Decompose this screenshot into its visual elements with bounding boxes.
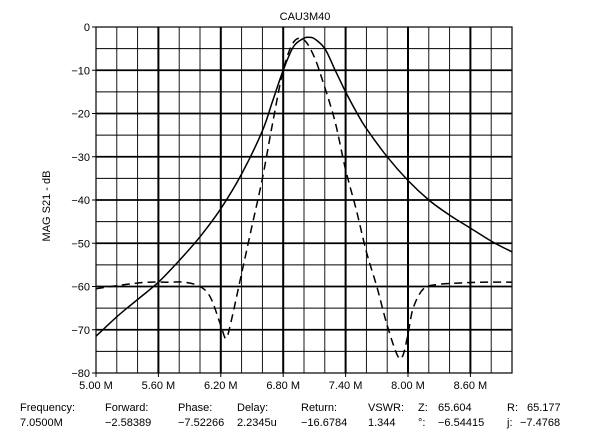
x-tick-label: 8.60 M	[454, 380, 488, 392]
r-value: 65.177	[527, 402, 561, 414]
z-label: Z:	[418, 402, 428, 414]
chart-title: CAU3M40	[280, 11, 331, 23]
z-value: 65.604	[438, 402, 472, 414]
x-tick-label: 8.00 M	[391, 380, 425, 392]
r-label: R:	[507, 402, 518, 414]
frequency-label: Frequency:	[20, 402, 76, 414]
phase-value: −7.52266	[178, 417, 225, 429]
y-tick-label: −20	[71, 109, 90, 121]
forward-value: −2.58389	[105, 417, 152, 429]
vswr-value: 1.344	[368, 417, 396, 429]
j-value: −7.4768	[520, 417, 561, 429]
solid-response-line	[95, 36, 513, 337]
x-tick-label: 5.60 M	[142, 380, 176, 392]
return-value: −16.6784	[301, 417, 348, 429]
series-group	[95, 36, 513, 360]
x-tick-label: 6.80 M	[266, 380, 300, 392]
grid	[96, 27, 512, 373]
dashed-response-line	[95, 37, 513, 360]
forward-label: Forward:	[105, 402, 149, 414]
frequency-value: 7.0500M	[20, 417, 63, 429]
vswr-label: VSWR:	[368, 402, 405, 414]
return-label: Return:	[301, 402, 338, 414]
phase-label: Phase:	[178, 402, 213, 414]
axis-ticks: 5.00 M 5.60 M 6.20 M 6.80 M 7.40 M 8.00 M 8.60…	[71, 22, 487, 392]
x-tick-label: 6.20 M	[204, 380, 238, 392]
y-tick-label: −70	[71, 325, 90, 337]
x-tick-label: 7.40 M	[329, 380, 363, 392]
y-tick-label: 0	[84, 22, 90, 34]
y-tick-label: −40	[71, 195, 90, 207]
y-tick-label: −30	[71, 152, 90, 164]
j-label: j:	[507, 417, 513, 429]
y-tick-label: −50	[71, 238, 90, 250]
y-tick-label: −80	[71, 368, 90, 380]
y-tick-label: −60	[71, 282, 90, 294]
plot-frame	[95, 26, 513, 374]
delay-value: 2.2345u	[237, 417, 277, 429]
delay-label: Delay:	[237, 402, 269, 414]
y-tick-label: −10	[71, 65, 90, 77]
deg-value: −6.54415	[438, 417, 485, 429]
s21-chart: CAU3M40 MAG S21 - dB 5.00 M 5.60 M 6.20 M 6…	[41, 11, 513, 392]
x-tick-label: 5.00 M	[79, 380, 113, 392]
y-axis-label: MAG S21 - dB	[41, 171, 53, 242]
deg-label: °:	[418, 417, 426, 429]
